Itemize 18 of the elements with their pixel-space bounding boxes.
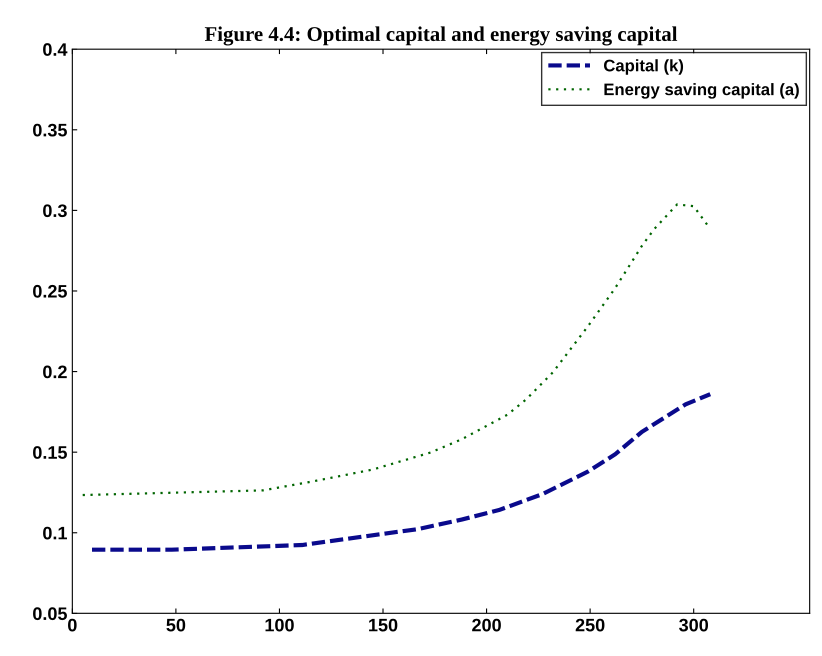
chart-title: Figure 4.4: Optimal capital and energy saving capital [204,26,678,46]
y-tick-label: 0.1 [43,526,67,540]
x-tick-label: 50 [166,618,186,632]
legend-label: Capital (k) [604,59,684,75]
x-tick-label: 200 [472,618,501,632]
y-tick-label: 0.25 [33,284,67,298]
y-tick-label: 0.3 [43,204,67,218]
x-tick-label: 250 [576,618,604,632]
y-tick-label: 0.35 [33,124,67,137]
y-tick-label: 0.2 [43,366,67,378]
y-tick-label: 0.05 [33,607,67,620]
legend-label: Energy saving capital (a) [604,83,799,99]
y-tick-label: 0.4 [43,43,68,56]
x-tick-label: 150 [369,618,398,632]
x-tick-label: 0 [68,618,77,632]
x-tick-label: 300 [679,618,708,632]
x-tick-label: 100 [266,618,294,632]
y-tick-label: 0.15 [33,446,67,459]
